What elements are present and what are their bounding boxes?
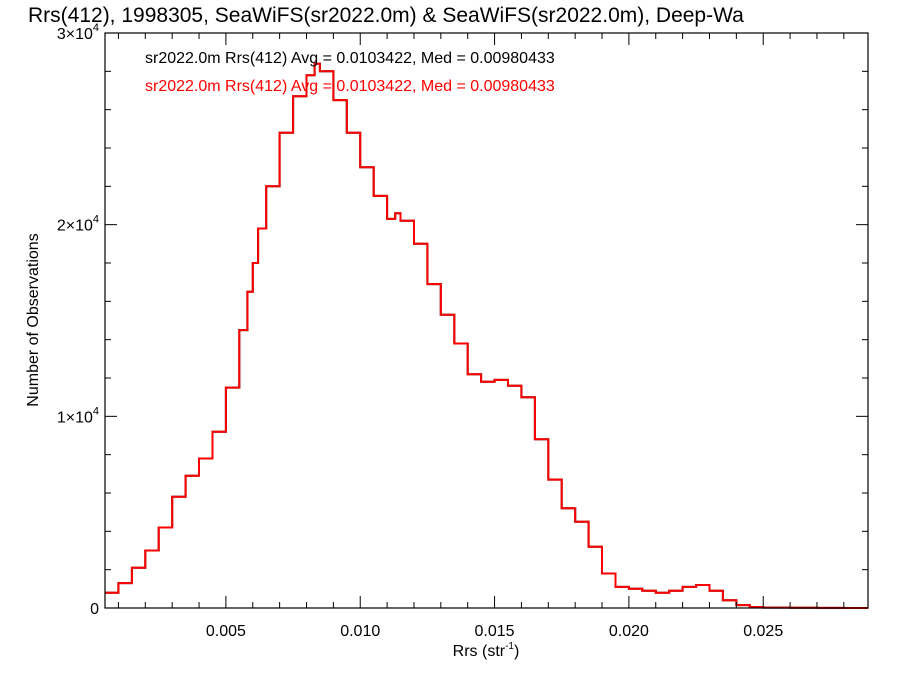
- x-tick-label: 0.005: [206, 623, 246, 640]
- chart-title: Rrs(412), 1998305, SeaWiFS(sr2022.0m) & …: [28, 4, 744, 27]
- x-axis-label-main: Rrs (str: [453, 643, 506, 660]
- x-tick-label: 0.015: [475, 623, 515, 640]
- x-tick-label: 0.025: [743, 623, 783, 640]
- y-axis-label: Number of Observations: [25, 233, 42, 406]
- series-line-1: [105, 62, 868, 609]
- x-axis-label-close: ): [514, 643, 519, 660]
- plot-frame: [104, 32, 869, 609]
- series-layer: [105, 62, 868, 609]
- x-axis-label-superscript: -1: [505, 641, 514, 652]
- y-tick-label: 3×104: [57, 22, 99, 43]
- x-tick-label: 0.010: [340, 623, 380, 640]
- legend-entry-red: sr2022.0m Rrs(412) Avg = 0.0103422, Med …: [145, 78, 555, 95]
- ticks-layer: 0.005 0.010 0.015 0.020 0.025 0 1×104 2×104 3×10…: [57, 22, 868, 640]
- y-tick-label: 2×104: [57, 214, 99, 235]
- y-tick-label: 1×104: [57, 405, 99, 426]
- legend-entry-black: sr2022.0m Rrs(412) Avg = 0.0103422, Med …: [145, 50, 555, 67]
- x-tick-label: 0.020: [609, 623, 649, 640]
- x-axis-label: Rrs (str-1): [453, 641, 520, 660]
- y-tick-label: 0: [90, 601, 99, 618]
